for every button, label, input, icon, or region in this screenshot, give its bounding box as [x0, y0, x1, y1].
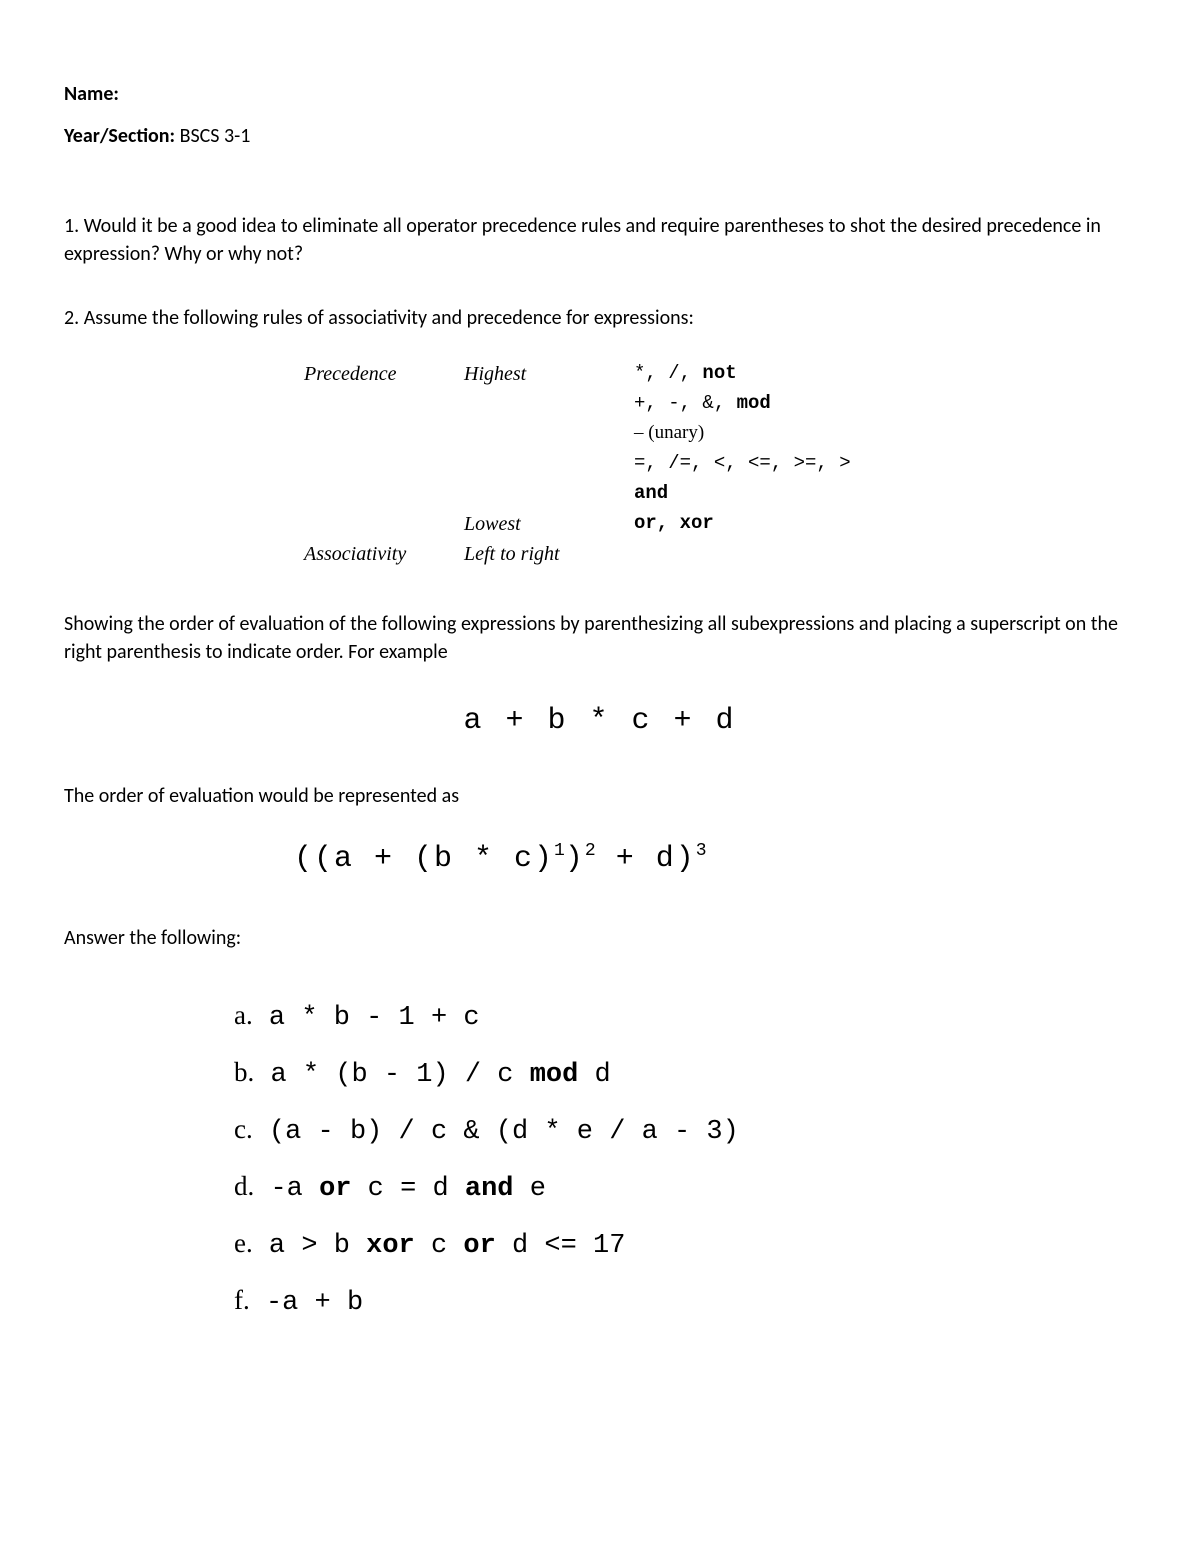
example-expression: a + b * c + d [64, 700, 1136, 742]
list-item: b. a * (b - 1) / c mod d [234, 1045, 1136, 1102]
answer-heading: Answer the following: [64, 924, 1136, 952]
table-row: Associativity Left to right [304, 540, 1136, 570]
list-item: f. -a + b [234, 1273, 1136, 1330]
list-item: e. a > b xor c or d <= 17 [234, 1216, 1136, 1273]
year-section-value: BSCS 3-1 [180, 124, 251, 148]
precedence-table: Precedence Highest *, /, not +, -, &, mo… [304, 360, 1136, 570]
table-row: Precedence Highest *, /, not [304, 360, 1136, 390]
col-ops: or, xor [634, 510, 714, 537]
example-evaluation: ((a + (b * c)1)2 + d)3 [294, 838, 1136, 880]
name-label: Name: [64, 82, 119, 106]
year-section-label: Year/Section: [64, 124, 175, 148]
question-2-intro: 2. Assume the following rules of associa… [64, 304, 1136, 332]
col-ops: and [634, 480, 668, 507]
table-row: +, -, &, mod [304, 390, 1136, 420]
col-level: Lowest [464, 510, 634, 538]
name-line: Name: [64, 80, 1136, 108]
year-section-line: Year/Section: BSCS 3-1 [64, 122, 1136, 150]
col-associativity: Associativity [304, 540, 464, 568]
table-row: =, /=, <, <=, >=, > [304, 450, 1136, 480]
col-direction: Left to right [464, 540, 634, 568]
list-item: a. a * b - 1 + c [234, 988, 1136, 1045]
table-row: – (unary) [304, 420, 1136, 450]
list-item: d. -a or c = d and e [234, 1159, 1136, 1216]
list-item: c. (a - b) / c & (d * e / a - 3) [234, 1102, 1136, 1159]
col-ops: – (unary) [634, 420, 704, 447]
table-row: and [304, 480, 1136, 510]
answer-list: a. a * b - 1 + c b. a * (b - 1) / c mod … [234, 988, 1136, 1330]
question-1: 1. Would it be a good idea to eliminate … [64, 212, 1136, 268]
explanation-1: Showing the order of evaluation of the f… [64, 610, 1136, 666]
col-ops: *, /, not [634, 360, 737, 387]
table-row: Lowest or, xor [304, 510, 1136, 540]
col-ops: +, -, &, mod [634, 390, 771, 417]
explanation-2: The order of evaluation would be represe… [64, 782, 1136, 810]
col-precedence: Precedence [304, 360, 464, 388]
col-ops: =, /=, <, <=, >=, > [634, 450, 851, 477]
col-level: Highest [464, 360, 634, 388]
document-page: Name: Year/Section: BSCS 3-1 1. Would it… [0, 0, 1200, 1553]
